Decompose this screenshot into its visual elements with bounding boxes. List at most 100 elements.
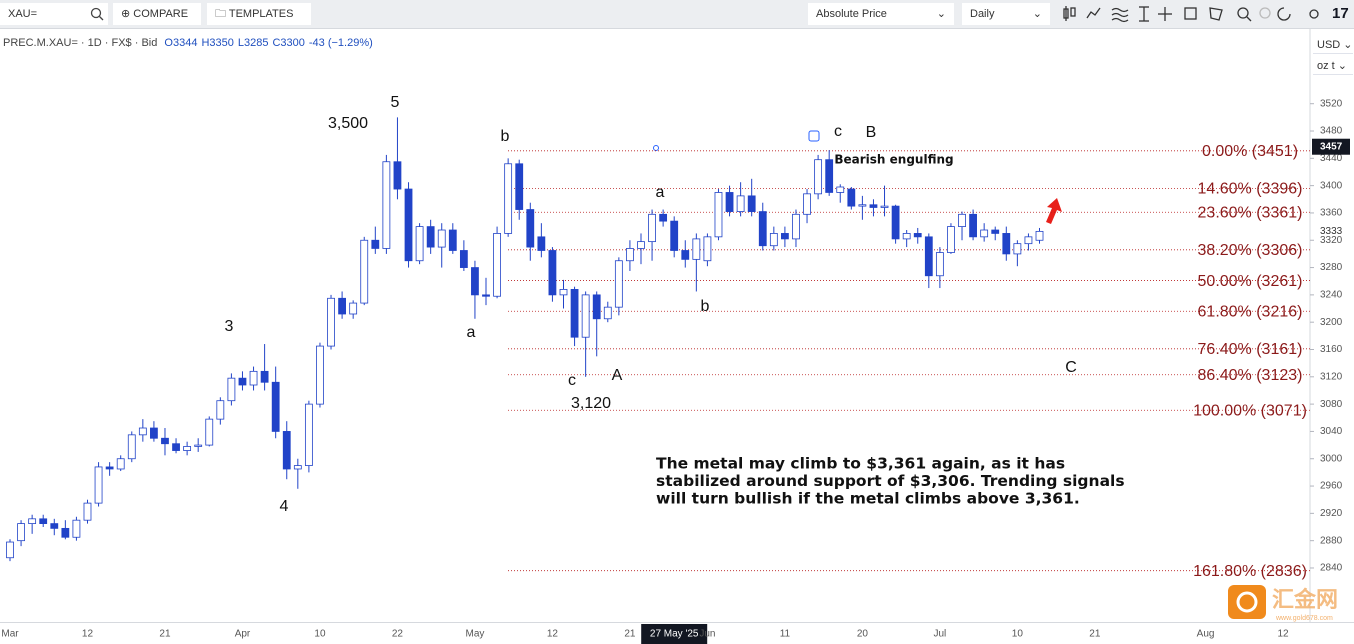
candle-body bbox=[304, 403, 313, 466]
candle bbox=[105, 462, 114, 476]
symbol-search[interactable]: XAU= bbox=[0, 3, 108, 25]
watermark-url: www.gold678.com bbox=[1275, 615, 1333, 622]
x-tick-label: 11 bbox=[780, 629, 791, 640]
candle bbox=[902, 230, 911, 248]
candle bbox=[238, 371, 247, 391]
candle bbox=[260, 344, 269, 391]
candle bbox=[891, 204, 900, 244]
tool-icons[interactable]: 17 bbox=[1056, 0, 1354, 28]
candle bbox=[935, 247, 944, 289]
candle bbox=[991, 226, 1000, 241]
templates-button[interactable]: 🗀 TEMPLATES bbox=[207, 3, 311, 25]
candle bbox=[138, 419, 147, 442]
wave-label: 3,120 bbox=[571, 395, 611, 412]
x-tick-label: 21 bbox=[159, 629, 171, 640]
candle-body bbox=[28, 518, 37, 524]
currency-dropdown[interactable]: USD ⌄ bbox=[1313, 36, 1353, 54]
candle-body bbox=[758, 211, 767, 247]
x-tick-label: Jul bbox=[933, 629, 946, 640]
unit-dropdown[interactable]: oz t ⌄ bbox=[1313, 57, 1353, 75]
candle bbox=[1024, 233, 1033, 251]
watermark-name: 汇金网 bbox=[1272, 587, 1338, 612]
price-mode-dropdown[interactable]: Absolute Price ⌄ bbox=[808, 3, 954, 25]
candle-body bbox=[792, 213, 800, 240]
candle-body bbox=[1013, 243, 1022, 255]
candle-body bbox=[614, 260, 623, 308]
x-tick-label: 12 bbox=[1277, 629, 1289, 640]
watermark-icon-ring bbox=[1236, 591, 1258, 613]
candle-body bbox=[626, 248, 634, 262]
x-tick-label: 12 bbox=[82, 629, 94, 640]
fib-label: 76.40% (3161) bbox=[1198, 341, 1303, 358]
y-tick-label: 3000 bbox=[1320, 453, 1343, 464]
candle bbox=[448, 223, 457, 254]
wave-label: b bbox=[501, 128, 510, 145]
candle bbox=[426, 219, 435, 254]
candle-body bbox=[260, 370, 269, 383]
candle bbox=[1035, 227, 1044, 244]
candle bbox=[692, 233, 701, 292]
candle-body bbox=[338, 297, 347, 315]
candle bbox=[116, 455, 125, 472]
search-icon bbox=[90, 7, 104, 21]
candle-body bbox=[736, 195, 745, 212]
candle-body bbox=[382, 161, 391, 249]
watermark: 汇金网 www.gold678.com bbox=[1228, 585, 1338, 622]
candle bbox=[637, 233, 645, 265]
y-tick-label: 3400 bbox=[1320, 180, 1343, 191]
candle-body bbox=[725, 192, 734, 212]
candle-body bbox=[537, 236, 546, 251]
candle-body bbox=[880, 205, 889, 208]
anchor-square bbox=[808, 130, 820, 142]
candle-body bbox=[969, 213, 977, 238]
y-tick-label: 3480 bbox=[1320, 126, 1343, 137]
candle bbox=[50, 518, 59, 536]
wave-label: A bbox=[612, 367, 623, 384]
candle bbox=[249, 366, 258, 391]
x-tick-label: 20 bbox=[857, 629, 869, 640]
candle-body bbox=[437, 229, 446, 248]
candle bbox=[83, 499, 92, 524]
x-tick-label: Mar bbox=[1, 629, 19, 640]
candle-body bbox=[836, 186, 845, 193]
candle bbox=[980, 223, 989, 242]
candle bbox=[825, 150, 834, 196]
candle bbox=[28, 514, 37, 534]
candle bbox=[271, 366, 280, 439]
wave-label: 3,500 bbox=[328, 115, 368, 132]
candle bbox=[194, 438, 203, 452]
candle-body bbox=[548, 250, 557, 296]
x-tick-label: 21 bbox=[624, 629, 636, 640]
candle-body bbox=[913, 233, 922, 238]
candle bbox=[127, 431, 136, 463]
candle bbox=[714, 189, 723, 241]
candle bbox=[515, 159, 524, 220]
candle-body bbox=[116, 458, 125, 470]
candle-body bbox=[482, 294, 490, 297]
wave-label: b bbox=[701, 298, 710, 315]
x-tick-label: Apr bbox=[235, 629, 251, 640]
candle-body bbox=[161, 437, 169, 445]
legend: PREC.M.XAU= · 1D · FX$ · Bid O3344 H3350 L… bbox=[3, 37, 373, 49]
candle-body bbox=[947, 226, 955, 253]
candle bbox=[216, 397, 225, 425]
wave-label: 3 bbox=[225, 318, 234, 335]
unit: oz t bbox=[1317, 60, 1335, 72]
y-tick-label: 2960 bbox=[1320, 481, 1343, 492]
caret: ⌄ bbox=[936, 8, 946, 20]
y-tick-label: 3320 bbox=[1320, 235, 1343, 246]
candle bbox=[758, 202, 767, 251]
compare-button[interactable]: ⊕ COMPARE bbox=[113, 3, 201, 25]
legend-value: -43 (−1.29%) bbox=[308, 37, 373, 49]
candle bbox=[360, 236, 369, 306]
candle-body bbox=[869, 204, 878, 208]
candle bbox=[958, 211, 966, 241]
interval-dropdown[interactable]: Daily ⌄ bbox=[962, 3, 1050, 25]
candle-body bbox=[526, 209, 535, 248]
candle-body bbox=[227, 377, 236, 402]
fib-label: 0.00% (3451) bbox=[1202, 143, 1298, 160]
candle bbox=[172, 438, 180, 454]
y-tick-label: 3360 bbox=[1320, 208, 1343, 219]
legend-value: C3300 bbox=[272, 37, 305, 49]
candle-body bbox=[814, 159, 823, 195]
